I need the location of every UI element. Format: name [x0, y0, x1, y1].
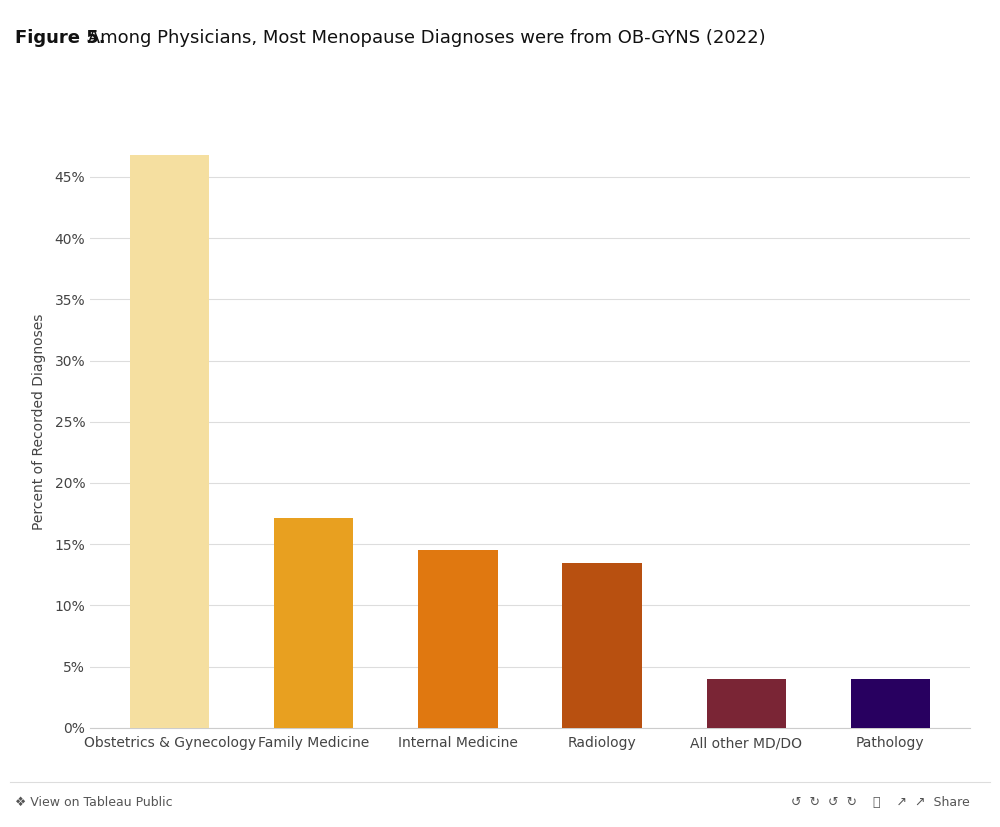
Bar: [418, 550, 498, 728]
Bar: [130, 155, 209, 728]
Bar: [707, 679, 786, 728]
Bar: [274, 519, 353, 728]
Y-axis label: Percent of Recorded Diagnoses: Percent of Recorded Diagnoses: [32, 313, 46, 530]
Text: ❖ View on Tableau Public: ❖ View on Tableau Public: [15, 796, 173, 809]
Bar: [851, 679, 930, 728]
Text: Among Physicians, Most Menopause Diagnoses were from OB-GYNS (2022): Among Physicians, Most Menopause Diagnos…: [82, 29, 766, 47]
Text: Figure 5.: Figure 5.: [15, 29, 106, 47]
Bar: [562, 562, 642, 728]
Text: ↺  ↻  ↺  ↻    ⌖    ↗  ↗  Share: ↺ ↻ ↺ ↻ ⌖ ↗ ↗ Share: [791, 796, 970, 809]
